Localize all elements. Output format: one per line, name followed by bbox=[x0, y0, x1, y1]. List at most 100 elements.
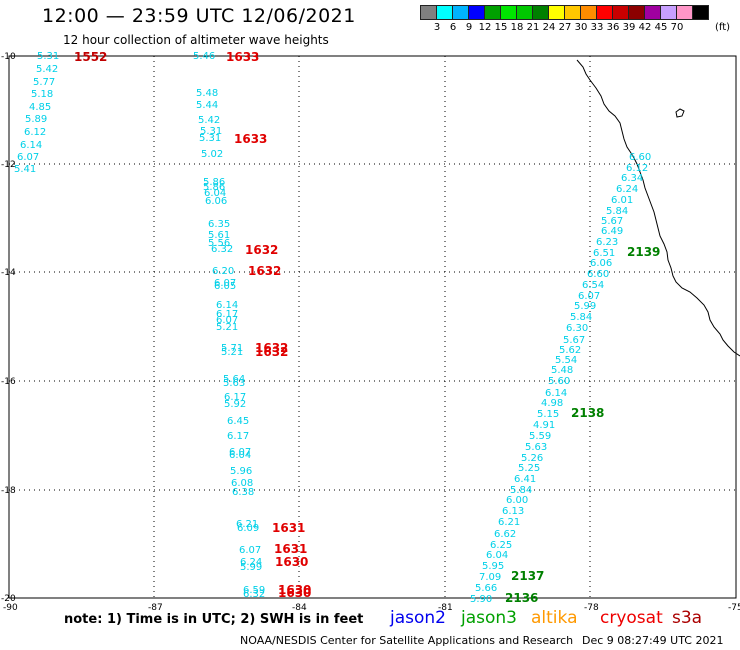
swh-value: 6.04 bbox=[229, 450, 251, 461]
legend-label: 6 bbox=[449, 22, 457, 33]
swh-value: 6.07 bbox=[17, 152, 39, 163]
swh-value: 6.20 bbox=[212, 266, 234, 277]
swh-value: 6.54 bbox=[582, 280, 604, 291]
pass-time-label: 1631 bbox=[272, 521, 305, 535]
swh-value: 5.96 bbox=[230, 466, 252, 477]
swh-value: 7.09 bbox=[479, 572, 501, 583]
swh-value: 4.91 bbox=[533, 420, 555, 431]
swh-value: 6.12 bbox=[24, 127, 46, 138]
pass-time-label: 1632 bbox=[255, 345, 288, 359]
latitude-label: -18 bbox=[1, 486, 16, 496]
swh-value: 5.63 bbox=[525, 442, 547, 453]
swh-value: 6.00 bbox=[506, 495, 528, 506]
swh-value: 5.31 bbox=[199, 133, 221, 144]
swh-value: 6.59 bbox=[243, 585, 265, 596]
pass-time-label: 1552 bbox=[74, 50, 107, 64]
pass-time-label: 2137 bbox=[511, 569, 544, 583]
pass-time-label: 1630 bbox=[275, 555, 308, 569]
pass-time-label: 1631 bbox=[274, 542, 307, 556]
pass-time-label: 1633 bbox=[234, 132, 267, 146]
swh-value: 6.13 bbox=[502, 506, 524, 517]
legend-label: 30 bbox=[574, 22, 588, 33]
swh-value: 6.17 bbox=[224, 392, 246, 403]
swh-value: 6.08 bbox=[231, 478, 253, 489]
swh-value: 5.31 bbox=[200, 126, 222, 137]
swh-value: 6.30 bbox=[566, 323, 588, 334]
swh-value: 6.34 bbox=[621, 173, 643, 184]
satellite-altika: altika bbox=[531, 608, 578, 628]
swh-value: 5.99 bbox=[240, 562, 262, 573]
legend-labels: 3 6 9 12 15 18 21 24 27 30 33 36 39 42 45 70 bbox=[429, 20, 708, 33]
axis-labels: -10 -12 -14 -16 -18 -20-90 -87 -84 -81 -78 -75 bbox=[1, 52, 740, 613]
swh-value: 5.84 bbox=[510, 485, 532, 496]
swh-value: 5.62 bbox=[559, 345, 581, 356]
swh-value: 6.24 bbox=[240, 557, 262, 568]
credit-line: NOAA/NESDIS Center for Satellite Applica… bbox=[240, 634, 574, 647]
swh-value: 5.89 bbox=[25, 114, 47, 125]
swh-value: 6.09 bbox=[237, 523, 259, 534]
map-frame bbox=[8, 55, 737, 599]
pass-time-label: 1632 bbox=[245, 243, 278, 257]
swh-value: 5.64 bbox=[223, 374, 245, 385]
legend-label: 18 bbox=[510, 22, 524, 33]
swh-value: 6.60 bbox=[587, 269, 609, 280]
pass-time-label: 1632 bbox=[255, 341, 288, 355]
swh-value: 4.85 bbox=[29, 102, 51, 113]
swh-value: 5.21 bbox=[216, 322, 238, 333]
swh-value: 5.31 bbox=[37, 51, 59, 62]
legend-label: 3 bbox=[433, 22, 441, 33]
swh-value: 5.90 bbox=[470, 594, 492, 605]
swh-value: 6.32 bbox=[211, 244, 233, 255]
latitude-label: -12 bbox=[1, 160, 16, 170]
generated-timestamp: Dec 9 08:27:49 UTC 2021 bbox=[582, 634, 724, 647]
swh-value: 6.04 bbox=[486, 550, 508, 561]
swh-value: 5.18 bbox=[31, 89, 53, 100]
latitude-label: -14 bbox=[1, 268, 16, 278]
latitude-label: -16 bbox=[1, 377, 16, 387]
footnote: note: 1) Time is in UTC; 2) SWH is in fe… bbox=[64, 612, 364, 627]
pass-time-label: 1630 bbox=[278, 586, 311, 600]
swh-value: 6.07 bbox=[214, 278, 236, 289]
swh-value: 5.86 bbox=[203, 182, 225, 193]
swh-value: 6.07 bbox=[229, 447, 251, 458]
swh-value: 6.41 bbox=[514, 474, 536, 485]
swh-value: 5.84 bbox=[606, 206, 628, 217]
swh-value: 5.95 bbox=[482, 561, 504, 572]
swh-value: 5.77 bbox=[33, 77, 55, 88]
swh-value: 5.44 bbox=[196, 100, 218, 111]
swh-value: 6.17 bbox=[227, 431, 249, 442]
legend-label: 36 bbox=[606, 22, 620, 33]
longitude-label: -84 bbox=[292, 603, 307, 613]
legend-label: 27 bbox=[558, 22, 572, 33]
swh-value: 5.67 bbox=[601, 216, 623, 227]
legend-label: 33 bbox=[590, 22, 604, 33]
swh-value: 5.59 bbox=[529, 431, 551, 442]
swh-value: 5.42 bbox=[36, 64, 58, 75]
pass-time-label: 1633 bbox=[226, 50, 259, 64]
swh-value: 6.07 bbox=[239, 545, 261, 556]
swh-value: 6.49 bbox=[601, 226, 623, 237]
swh-value: 6.60 bbox=[629, 152, 651, 163]
swh-value: 6.06 bbox=[205, 196, 227, 207]
swh-value: 6.17 bbox=[216, 309, 238, 320]
swh-value: 6.32 bbox=[243, 589, 265, 600]
swh-value: 6.04 bbox=[204, 188, 226, 199]
longitude-label: -75 bbox=[728, 603, 740, 613]
graticule bbox=[9, 56, 736, 598]
map-title: 12:00 — 23:59 UTC 12/06/2021 bbox=[42, 5, 356, 27]
longitude-label: -78 bbox=[584, 603, 599, 613]
legend-label: 45 bbox=[654, 22, 668, 33]
swh-value: 6.24 bbox=[616, 184, 638, 195]
pass-time-label: 2139 bbox=[627, 245, 660, 259]
pass-time-label: 1630 bbox=[278, 583, 311, 597]
longitude-label: -81 bbox=[438, 603, 453, 613]
swh-value: 5.21 bbox=[221, 347, 243, 358]
swh-value: 5.71 bbox=[221, 343, 243, 354]
swh-value: 6.51 bbox=[593, 248, 615, 259]
legend-label: 70 bbox=[670, 22, 684, 33]
swh-value: 5.92 bbox=[224, 399, 246, 410]
map-subtitle: 12 hour collection of altimeter wave hei… bbox=[63, 33, 329, 47]
pass-time-label: 2136 bbox=[505, 591, 538, 605]
legend-unit: (ft) bbox=[715, 22, 731, 33]
legend-swatch bbox=[692, 5, 709, 20]
